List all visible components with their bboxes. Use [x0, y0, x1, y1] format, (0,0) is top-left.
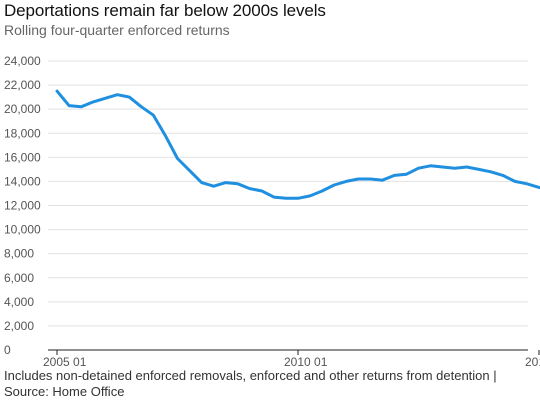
- data-point: [249, 187, 251, 189]
- data-point: [441, 166, 443, 168]
- data-point: [514, 180, 516, 182]
- data-point: [56, 90, 58, 92]
- data-point: [188, 169, 190, 171]
- data-point: [526, 183, 528, 185]
- y-tick-label: 0: [4, 343, 11, 357]
- data-point: [273, 196, 275, 198]
- data-point: [285, 197, 287, 199]
- x-tick-label: 2015 01: [525, 355, 540, 369]
- data-point: [261, 190, 263, 192]
- data-point: [369, 178, 371, 180]
- y-tick-label: 18,000: [4, 126, 41, 140]
- chart-subtitle: Rolling four-quarter enforced returns: [4, 22, 230, 38]
- data-point: [381, 179, 383, 181]
- data-point: [200, 181, 202, 183]
- y-tick-label: 22,000: [4, 78, 41, 92]
- y-tick-label: 4,000: [4, 295, 34, 309]
- data-point: [213, 185, 215, 187]
- data-point: [309, 195, 311, 197]
- data-point: [152, 114, 154, 116]
- data-point: [333, 184, 335, 186]
- y-tick-label: 2,000: [4, 319, 34, 333]
- y-tick-label: 16,000: [4, 150, 41, 164]
- data-point: [345, 180, 347, 182]
- y-tick-label: 8,000: [4, 247, 34, 261]
- data-point: [80, 106, 82, 108]
- y-tick-label: 12,000: [4, 199, 41, 213]
- x-tick-label: 2010 01: [284, 355, 328, 369]
- data-point: [225, 181, 227, 183]
- y-tick-label: 6,000: [4, 271, 34, 285]
- data-point: [116, 94, 118, 96]
- data-point: [490, 171, 492, 173]
- data-point: [417, 167, 419, 169]
- y-tick-label: 24,000: [4, 54, 41, 68]
- data-point: [68, 104, 70, 106]
- data-point: [92, 101, 94, 103]
- data-point: [405, 173, 407, 175]
- data-point: [104, 97, 106, 99]
- footer: Includes non-detained enforced removals,…: [4, 368, 536, 400]
- y-tick-label: 14,000: [4, 174, 41, 188]
- footer-source: Source: Home Office: [4, 384, 125, 399]
- data-point: [429, 165, 431, 167]
- footer-note: Includes non-detained enforced removals,…: [4, 368, 497, 383]
- data-point: [502, 174, 504, 176]
- data-point: [237, 183, 239, 185]
- data-point: [454, 167, 456, 169]
- data-point: [478, 168, 480, 170]
- data-point: [357, 178, 359, 180]
- y-tick-label: 20,000: [4, 102, 41, 116]
- x-tick-label: 2005 01: [43, 355, 87, 369]
- series-line: [55, 89, 540, 200]
- data-point: [466, 166, 468, 168]
- data-point: [297, 197, 299, 199]
- chart-title: Deportations remain far below 2000s leve…: [4, 1, 326, 20]
- y-tick-label: 10,000: [4, 223, 41, 237]
- data-point: [128, 96, 130, 98]
- data-point: [321, 190, 323, 192]
- data-point: [164, 135, 166, 137]
- data-point: [393, 174, 395, 176]
- data-point: [176, 157, 178, 159]
- data-point: [140, 106, 142, 108]
